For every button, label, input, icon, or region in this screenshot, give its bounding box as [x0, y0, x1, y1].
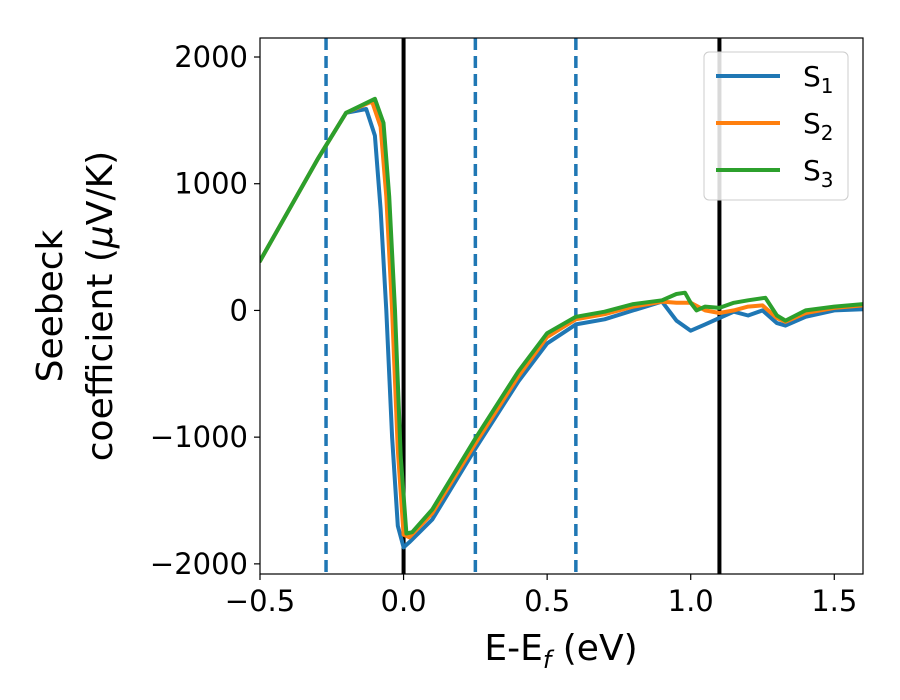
- y-tick-label: 1000: [174, 167, 248, 201]
- series-line-s3: [260, 96, 863, 536]
- legend-label-s1: S1: [803, 60, 834, 98]
- x-tick-label: 1.0: [668, 584, 714, 618]
- y-tick-label: −1000: [150, 420, 248, 454]
- y-axis-ticks: −2000 −1000 0 1000 2000: [150, 40, 260, 581]
- plot-frame: [259, 37, 864, 575]
- x-tick-label: 0.5: [524, 584, 570, 618]
- legend-label-s3: S3: [803, 154, 834, 192]
- series-line-s2: [260, 99, 863, 540]
- x-tick-label: 1.5: [811, 584, 857, 618]
- y-axis-label-line2: coefficient (μV/K): [80, 151, 121, 461]
- y-axis-label: Seebeck coefficient (μV/K): [30, 151, 121, 461]
- legend-box: [703, 51, 849, 201]
- legend: S1 S2 S3: [703, 51, 849, 201]
- y-axis-label-line1: Seebeck: [30, 229, 71, 382]
- x-axis-label: E-Ef (eV): [484, 628, 637, 674]
- x-tick-label: −0.5: [225, 584, 295, 618]
- x-tick-label: 0.0: [381, 584, 427, 618]
- legend-label-s2: S2: [803, 107, 834, 145]
- y-tick-label: 2000: [174, 40, 248, 74]
- series-lines: [260, 96, 863, 550]
- y-tick-label: −2000: [150, 547, 248, 581]
- x-axis-ticks: −0.5 0.0 0.5 1.0 1.5: [225, 574, 857, 618]
- y-tick-label: 0: [230, 293, 248, 327]
- series-line-s1: [260, 107, 863, 550]
